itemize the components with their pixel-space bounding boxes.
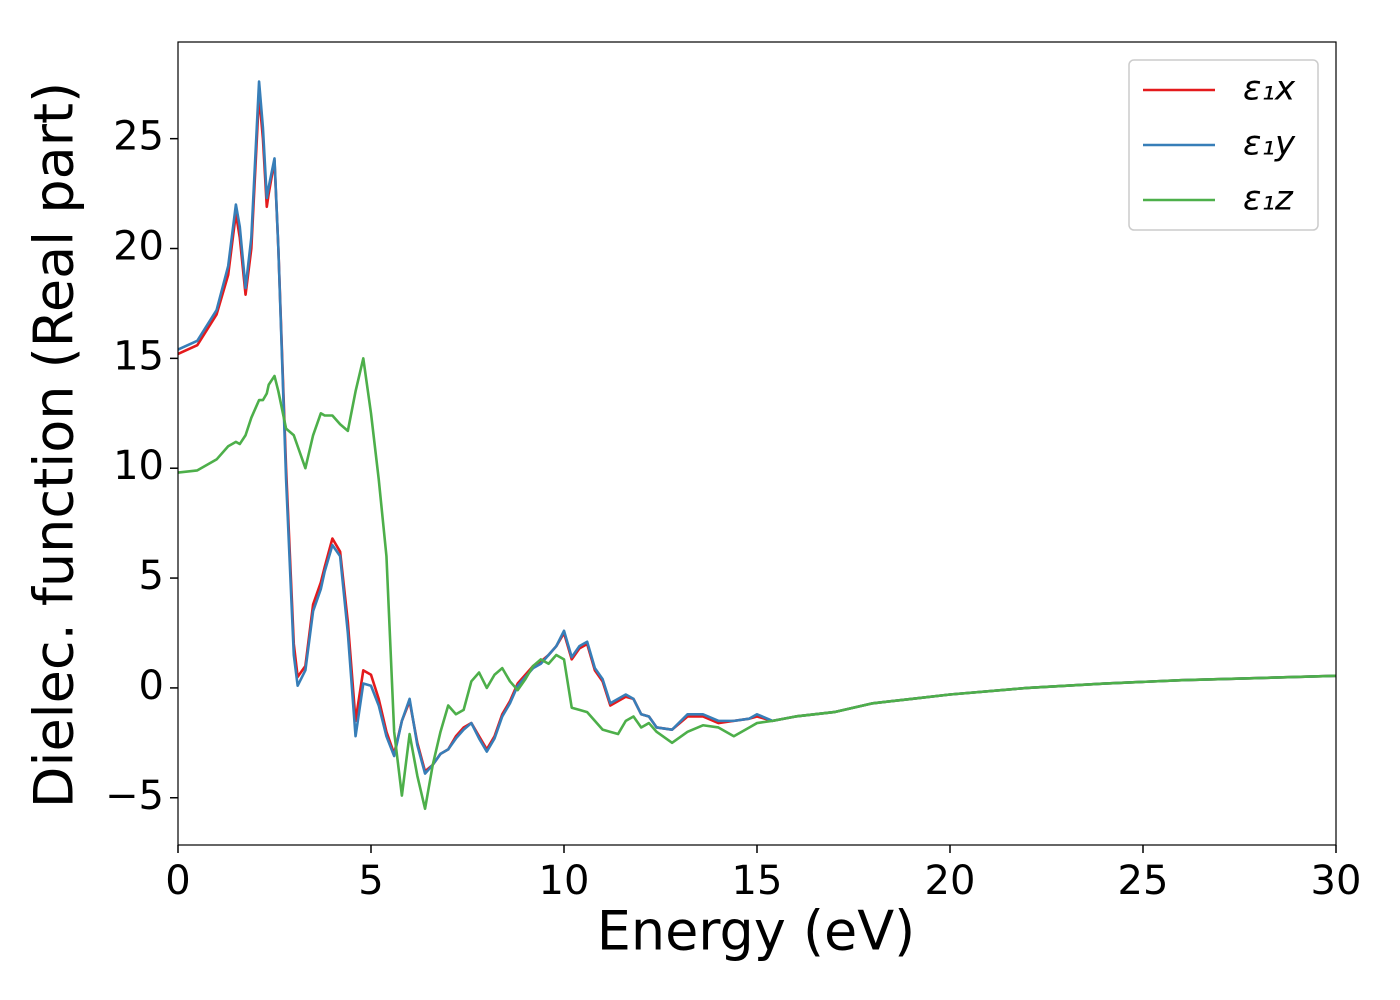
series-line — [178, 357, 1336, 811]
legend-label: ε₁z — [1243, 179, 1294, 219]
y-tick-label: 0 — [139, 663, 164, 709]
x-tick-label: 10 — [539, 858, 590, 904]
legend-box — [1128, 59, 1319, 231]
x-tick-label: 20 — [925, 858, 976, 904]
x-tick-label: 5 — [358, 858, 383, 904]
y-tick-label: 20 — [113, 224, 164, 270]
y-tick-label: 25 — [113, 114, 164, 160]
series-line — [178, 80, 1336, 775]
x-tick-label: 30 — [1311, 858, 1362, 904]
y-tick-label: 10 — [113, 443, 164, 489]
legend-label: ε₁x — [1243, 69, 1296, 109]
y-tick-label: −5 — [105, 773, 164, 819]
legend-label: ε₁y — [1243, 124, 1296, 164]
x-axis-label: Energy (eV) — [597, 900, 916, 963]
x-tick-label: 0 — [165, 858, 190, 904]
y-tick-label: 5 — [139, 553, 164, 599]
y-axis-label: Dielec. function (Real part) — [23, 82, 86, 808]
x-tick-label: 15 — [732, 858, 783, 904]
plot-frame — [177, 41, 1337, 846]
x-tick-label: 25 — [1118, 858, 1169, 904]
y-tick-label: 15 — [113, 333, 164, 379]
